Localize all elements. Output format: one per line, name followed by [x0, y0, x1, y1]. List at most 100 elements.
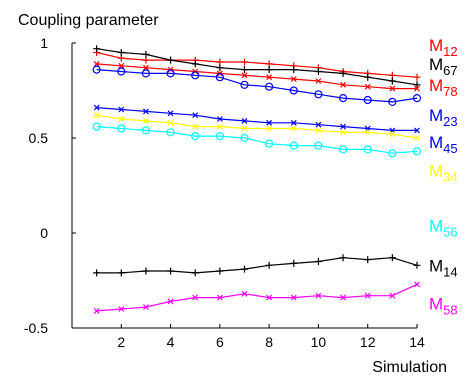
data-point [241, 265, 248, 273]
plot-frame [71, 43, 417, 329]
data-point [266, 119, 273, 126]
data-point [364, 83, 371, 90]
data-point [92, 122, 101, 131]
series-line [96, 283, 418, 312]
series-label-name: M [429, 76, 443, 95]
data-point [216, 294, 223, 301]
data-point [93, 112, 100, 119]
data-point [167, 119, 174, 126]
plot-area [72, 43, 417, 328]
series-line [96, 114, 418, 139]
data-point [414, 135, 420, 141]
series-label: M23 [429, 106, 458, 129]
data-point [240, 80, 249, 89]
data-point [117, 124, 126, 133]
data-point [266, 74, 273, 81]
data-point [413, 261, 421, 269]
series-label-subscript: 67 [443, 63, 457, 78]
data-point [117, 67, 126, 76]
x-ticks: 2 4 6 8 10 12 14 [117, 324, 425, 350]
series-3 [92, 65, 422, 107]
data-point [118, 106, 125, 113]
data-point [143, 304, 149, 311]
data-point [413, 73, 421, 81]
data-point [93, 45, 101, 53]
data-point [265, 139, 274, 148]
data-point [412, 147, 422, 156]
series-label-subscript: 12 [443, 44, 457, 59]
series-label-name: M [429, 256, 443, 275]
series-9 [93, 281, 420, 314]
data-point [118, 306, 125, 312]
data-point [93, 104, 100, 111]
series-label: M45 [429, 133, 458, 156]
x-tick-label: 6 [216, 334, 224, 350]
data-point [414, 281, 420, 288]
series-line [96, 107, 417, 131]
data-point [192, 112, 199, 119]
series-line [96, 69, 418, 103]
y-ticks: -0.5 0 0.5 1 [24, 35, 76, 336]
series-label-name: M [429, 161, 443, 180]
data-point [388, 77, 396, 85]
data-point [340, 294, 346, 301]
data-point [167, 298, 174, 305]
series-label-subscript: 23 [443, 114, 457, 129]
data-point [413, 81, 421, 89]
y-axis-label: Coupling parameter [18, 12, 159, 29]
data-point [240, 133, 249, 143]
data-point [241, 290, 248, 297]
data-point [265, 66, 273, 74]
data-point [290, 119, 297, 126]
data-point [314, 258, 322, 265]
series-label-subscript: 58 [443, 302, 457, 317]
series-label: M12 [429, 36, 458, 59]
data-point [388, 254, 396, 262]
data-point [389, 85, 396, 92]
data-point [143, 108, 149, 115]
y-tick-label: 0 [40, 225, 48, 241]
series-label: M34 [429, 161, 458, 184]
data-point [389, 292, 396, 299]
data-point [388, 149, 397, 158]
series-label-subscript: 78 [443, 84, 457, 99]
series-label-subscript: 45 [443, 141, 457, 156]
series-line [96, 63, 417, 90]
data-point [191, 132, 200, 141]
data-point [364, 73, 372, 81]
data-point [339, 254, 347, 262]
data-point [167, 56, 175, 64]
data-point [340, 123, 346, 130]
series-label: M14 [429, 256, 458, 279]
y-tick-label: -0.5 [24, 320, 48, 336]
data-point [340, 81, 346, 88]
data-point [315, 127, 322, 134]
data-point [143, 64, 149, 71]
x-tick-label: 14 [409, 334, 425, 350]
x-tick-label: 4 [167, 334, 175, 350]
x-tick-label: 8 [265, 334, 273, 350]
data-point [118, 62, 125, 69]
data-point [191, 60, 199, 68]
data-point [314, 68, 322, 75]
data-point [216, 123, 223, 130]
data-point [266, 294, 273, 301]
y-tick-label: 1 [40, 35, 48, 51]
data-point [363, 95, 372, 105]
data-point [241, 58, 248, 66]
series-label-name: M [429, 294, 443, 313]
data-point [265, 261, 273, 269]
data-point [215, 132, 224, 141]
data-point [340, 129, 346, 136]
data-point [290, 66, 298, 74]
data-point [166, 128, 175, 137]
series-layer [92, 45, 422, 314]
data-point [339, 69, 347, 77]
data-point [290, 259, 298, 267]
data-point [117, 269, 125, 277]
data-point [289, 141, 298, 150]
data-point [167, 110, 174, 117]
x-axis-label: Simulation [372, 359, 447, 376]
data-point [338, 145, 348, 154]
